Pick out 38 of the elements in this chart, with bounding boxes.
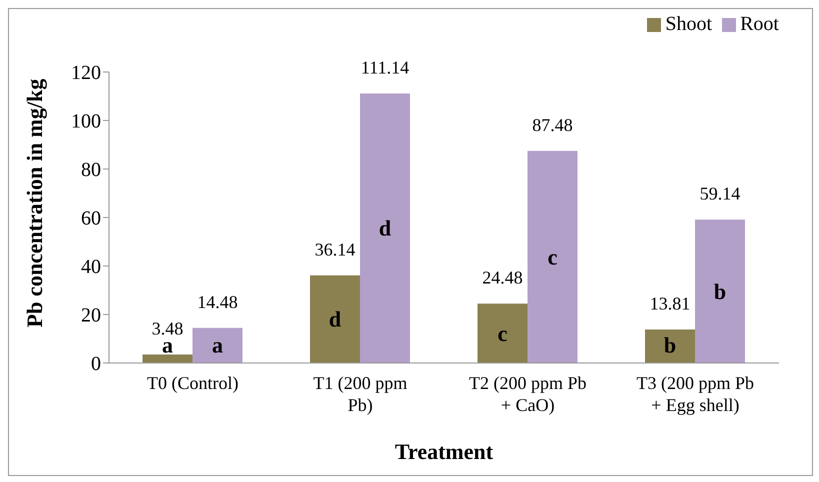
x-tick-label: T2 (200 ppm Pb + CaO): [468, 373, 587, 415]
annotation: c: [498, 320, 508, 346]
y-axis-title: Pb concentration in mg/kg: [22, 78, 47, 328]
annotation: b: [714, 278, 726, 304]
data-label: 111.14: [360, 57, 410, 78]
data-label: 87.48: [532, 114, 573, 135]
legend-label: Root: [740, 13, 779, 35]
bar: [478, 304, 528, 363]
bar: [360, 93, 410, 363]
y-tick-label: 0: [91, 353, 101, 376]
x-tick-label: T1 (200 ppm Pb): [313, 373, 408, 415]
x-axis-title: Treatment: [394, 439, 494, 464]
annotation: a: [212, 332, 223, 358]
bar: [192, 328, 242, 363]
x-tick-label: T0 (Control): [147, 373, 238, 393]
bar: [645, 330, 695, 363]
y-tick-label: 40: [81, 256, 101, 278]
data-label: 36.14: [314, 239, 356, 260]
y-tick-label: 80: [81, 159, 101, 182]
y-tick-label: 120: [71, 62, 101, 84]
bar: [695, 220, 745, 363]
y-tick-label: 20: [81, 304, 101, 327]
x-tick-label: T3 (200 ppm Pb + Egg shell): [636, 373, 754, 415]
annotation: d: [328, 306, 342, 332]
data-label: 13.81: [650, 294, 690, 314]
bar: [142, 354, 192, 363]
data-label: 59.14: [700, 184, 740, 204]
data-label: 24.48: [482, 268, 523, 288]
annotation: c: [548, 244, 558, 270]
data-label: 3.48: [152, 318, 184, 339]
y-tick-label: 100: [71, 110, 101, 133]
bar: [528, 150, 578, 363]
bar: [310, 275, 360, 363]
annotation: d: [378, 216, 392, 241]
annotation: b: [664, 332, 676, 358]
data-label: 14.48: [197, 292, 238, 312]
y-tick-label: 60: [81, 208, 101, 230]
legend-label: Shoot: [665, 13, 712, 35]
